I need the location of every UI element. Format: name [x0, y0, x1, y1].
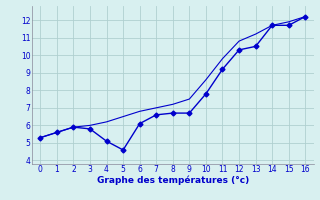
X-axis label: Graphe des températures (°c): Graphe des températures (°c) [97, 176, 249, 185]
